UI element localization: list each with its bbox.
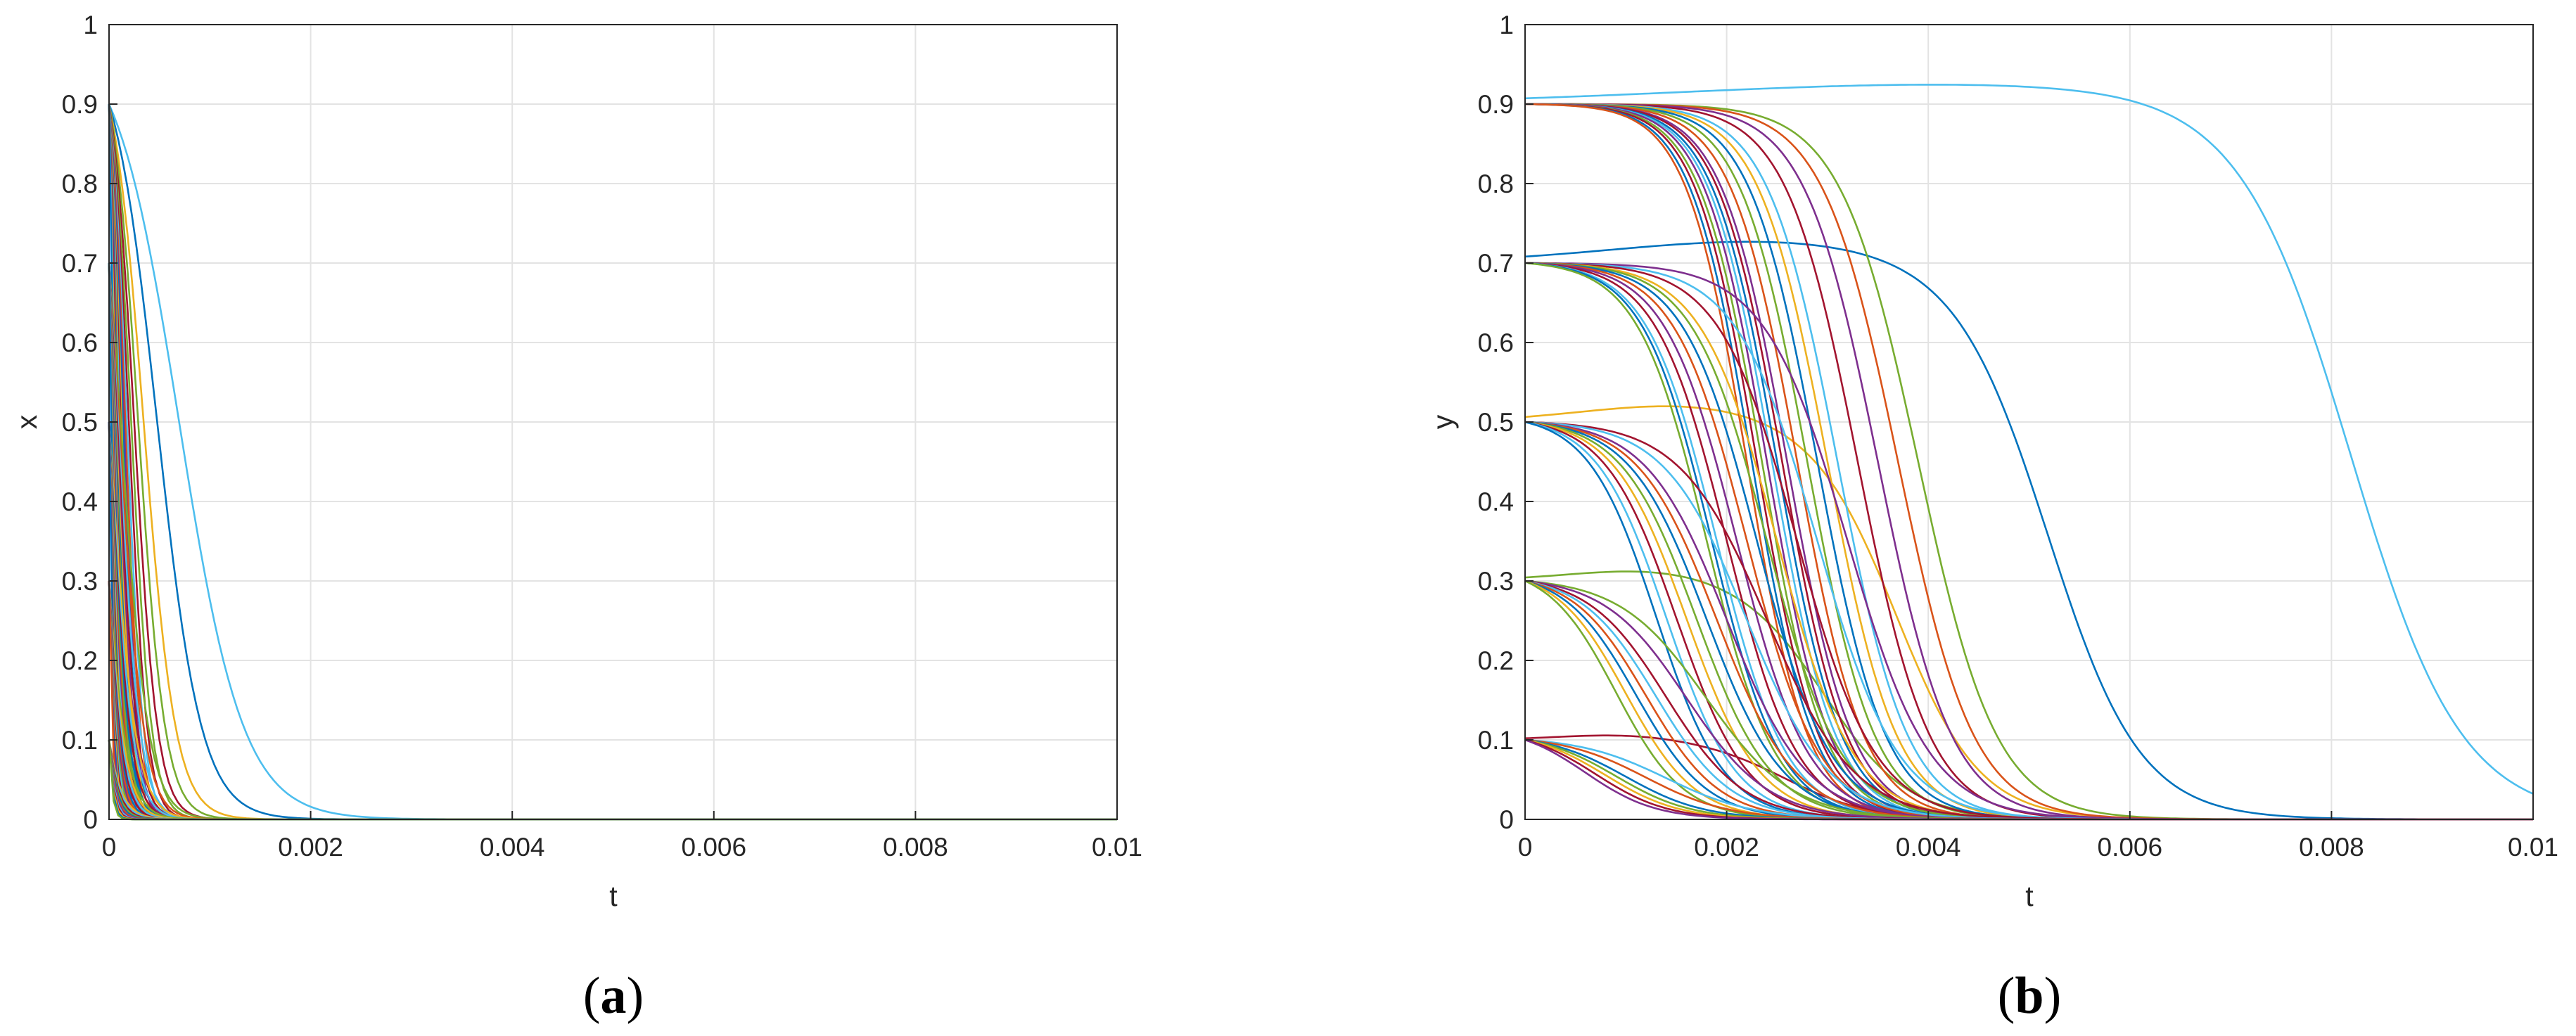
x-tick-label-a: 0.01 <box>1092 833 1142 862</box>
caption-a-open: ( <box>583 967 601 1025</box>
y-tick-label-a: 0.6 <box>62 328 98 357</box>
y-tick-label-a: 0.2 <box>62 646 98 675</box>
x-axis-label-b: t <box>2025 880 2034 912</box>
y-tick-label-a: 0.9 <box>62 90 98 119</box>
y-tick-label-b: 1 <box>1499 11 1514 39</box>
x-tick-label-a: 0 <box>102 833 117 862</box>
ticks-a: 0 0.002 0.004 0.006 0.008 0.01 0 0.1 0.2 0.3 0.4 0.… <box>62 11 1142 862</box>
y-tick-label-b: 0.2 <box>1478 646 1514 675</box>
x-tick-label-b: 0.004 <box>1896 833 1961 862</box>
y-tick-label-b: 0.7 <box>1478 249 1514 278</box>
y-tick-label-b: 0.9 <box>1478 90 1514 119</box>
y-tick-label-b: 0.1 <box>1478 726 1514 755</box>
y-tick-label-a: 1 <box>83 11 98 39</box>
x-tick-label-a: 0.008 <box>883 833 948 862</box>
caption-b-close: ) <box>2044 967 2062 1025</box>
y-tick-label-a: 0.7 <box>62 249 98 278</box>
y-tick-label-a: 0 <box>83 805 98 834</box>
x-tick-label-a: 0.006 <box>682 833 747 862</box>
y-tick-label-a: 0.1 <box>62 726 98 755</box>
caption-a-close: ) <box>627 967 644 1025</box>
x-tick-label-b: 0 <box>1518 833 1533 862</box>
x-tick-label-a: 0.004 <box>480 833 545 862</box>
ticks-b: 0 0.002 0.004 0.006 0.008 0.01 0 0.1 0.2 0.3 0.4 0.… <box>1478 11 2558 862</box>
y-tick-label-a: 0.4 <box>62 487 98 516</box>
x-tick-label-b: 0.01 <box>2508 833 2558 862</box>
caption-b-letter: b <box>2015 967 2043 1025</box>
y-tick-label-a: 0.8 <box>62 170 98 198</box>
caption-b-open: ( <box>1998 967 2015 1025</box>
x-axis-label-a: t <box>609 880 618 912</box>
panel-b: 0 0.002 0.004 0.006 0.008 0.01 0 0.1 0.2 0.3 0.4 0.… <box>1427 11 2558 1025</box>
x-tick-label-a: 0.002 <box>278 833 343 862</box>
caption-a: (a) <box>583 967 644 1025</box>
panel-a: 0 0.002 0.004 0.006 0.008 0.01 0 0.1 0.2 0.3 0.4 0.… <box>11 11 1142 1025</box>
y-tick-label-b: 0.8 <box>1478 170 1514 198</box>
caption-a-letter: a <box>601 967 627 1025</box>
y-tick-label-a: 0.5 <box>62 408 98 437</box>
y-axis-label-a: x <box>11 414 43 429</box>
series-line-b-0 <box>1524 84 2534 795</box>
y-tick-label-b: 0.5 <box>1478 408 1514 437</box>
y-tick-label-b: 0 <box>1499 805 1514 834</box>
y-tick-label-a: 0.3 <box>62 567 98 596</box>
y-tick-label-b: 0.3 <box>1478 567 1514 596</box>
y-axis-label-b: y <box>1427 414 1459 429</box>
y-tick-label-b: 0.6 <box>1478 328 1514 357</box>
y-tick-label-b: 0.4 <box>1478 487 1514 516</box>
caption-b: (b) <box>1998 967 2061 1025</box>
x-tick-label-b: 0.008 <box>2299 833 2364 862</box>
x-tick-label-b: 0.006 <box>2098 833 2163 862</box>
x-tick-label-b: 0.002 <box>1694 833 1759 862</box>
